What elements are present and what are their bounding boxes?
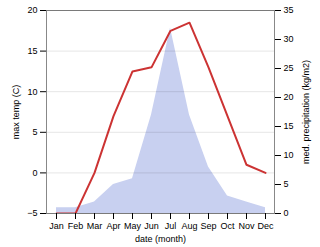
svg-text:10: 10	[284, 150, 294, 160]
svg-text:Jan: Jan	[49, 221, 64, 231]
svg-text:0: 0	[32, 168, 37, 178]
svg-text:35: 35	[284, 5, 294, 15]
svg-text:5: 5	[32, 127, 37, 137]
svg-text:15: 15	[284, 121, 294, 131]
svg-text:Apr: Apr	[106, 221, 120, 231]
svg-text:max temp (C): max temp (C)	[11, 85, 21, 140]
svg-text:5: 5	[284, 179, 289, 189]
svg-text:10: 10	[27, 87, 37, 97]
svg-text:25: 25	[284, 63, 294, 73]
svg-text:date (month): date (month)	[135, 234, 186, 244]
svg-text:Feb: Feb	[68, 221, 84, 231]
svg-text:May: May	[124, 221, 142, 231]
svg-text:30: 30	[284, 34, 294, 44]
svg-text:15: 15	[27, 46, 37, 56]
svg-text:Dec: Dec	[257, 221, 274, 231]
svg-text:−5: −5	[27, 208, 37, 218]
svg-text:Jul: Jul	[165, 221, 177, 231]
svg-text:Aug: Aug	[181, 221, 197, 231]
svg-text:20: 20	[284, 92, 294, 102]
svg-text:0: 0	[284, 208, 289, 218]
svg-text:Sep: Sep	[200, 221, 216, 231]
svg-text:Oct: Oct	[220, 221, 235, 231]
svg-text:med. precipitation (kg/m2): med. precipitation (kg/m2)	[301, 60, 311, 164]
svg-text:20: 20	[27, 5, 37, 15]
svg-text:Jun: Jun	[144, 221, 159, 231]
svg-text:Mar: Mar	[87, 221, 103, 231]
svg-text:Nov: Nov	[238, 221, 255, 231]
